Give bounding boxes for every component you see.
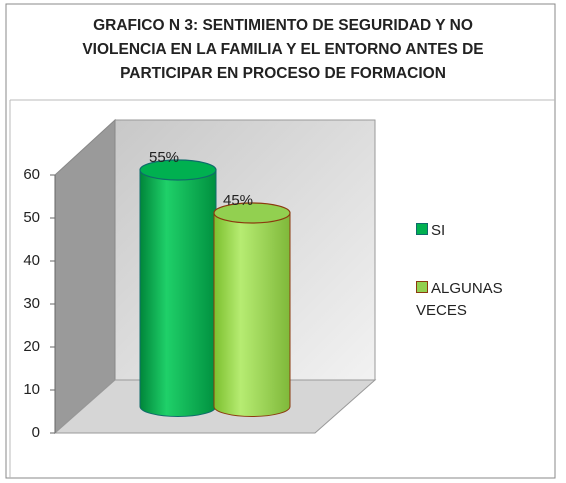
y-tick-label: 60 xyxy=(23,166,40,183)
value-label: 45% xyxy=(223,192,253,209)
y-tick-label: 0 xyxy=(32,424,40,441)
plot-frame xyxy=(9,99,555,478)
chart-title: GRAFICO N 3: SENTIMIENTO DE SEGURIDAD Y … xyxy=(82,17,484,82)
legend-item: SI xyxy=(416,220,526,242)
bar-top xyxy=(213,202,291,224)
y-tick-label: 10 xyxy=(23,381,40,398)
bar-top xyxy=(139,159,217,181)
value-label: 55% xyxy=(149,149,179,166)
legend-label: SI xyxy=(431,222,446,239)
side-wall xyxy=(54,118,116,435)
bar xyxy=(213,212,291,417)
y-tick-label: 40 xyxy=(23,252,40,269)
y-tick-label: 50 xyxy=(23,209,40,226)
y-tick-label: 30 xyxy=(23,295,40,312)
frame xyxy=(5,3,556,479)
legend-swatch xyxy=(416,223,428,235)
legend-swatch xyxy=(416,281,428,293)
legend-label: ALGUNAS VECES xyxy=(416,280,503,319)
y-tick-label: 20 xyxy=(23,338,40,355)
bar xyxy=(139,169,217,417)
legend-item: ALGUNAS VECES xyxy=(416,278,526,322)
